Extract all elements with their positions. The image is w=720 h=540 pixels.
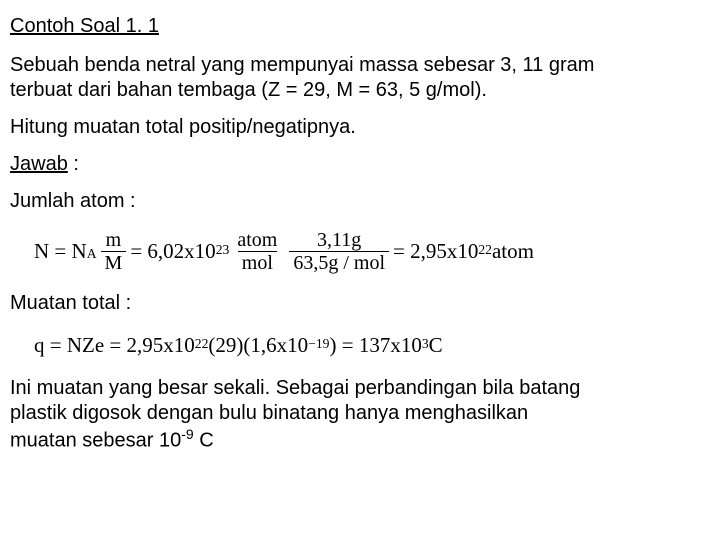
total-charge-label: Muatan total : — [10, 291, 710, 316]
eq2-b: (29)(1,6x10 — [208, 332, 308, 358]
concl-line1: Ini muatan yang besar sekali. Sebagai pe… — [10, 377, 580, 399]
equation-total-charge: q = NZe = 2,95x1022 (29)(1,6x10−19 ) = 1… — [10, 328, 710, 362]
eq2-pm19: −19 — [308, 335, 329, 352]
eq1-frac-mM-den: M — [101, 251, 127, 273]
eq1-frac-unit-den: mol — [238, 251, 277, 273]
answer-heading: Jawab : — [10, 152, 710, 177]
concl-line2: plastik digosok dengan bulu binatang han… — [10, 402, 528, 424]
eq1-frac-val-den: 63,5g / mol — [289, 251, 389, 273]
eq2-p3: 3 — [422, 335, 429, 352]
eq2-a: q = NZe = 2,95x10 — [34, 332, 195, 358]
eq1-frac-unit-num: atom — [233, 230, 281, 251]
eq1-frac-mM-num: m — [102, 230, 126, 251]
equation-atom-count: N = NA m M = 6,02x1023 atom mol 3,11g 63… — [10, 226, 710, 277]
eq1-frac-val-num: 3,11g — [313, 230, 365, 251]
eq1-frac-val: 3,11g 63,5g / mol — [289, 230, 389, 273]
problem-text-line2: terbuat dari bahan tembaga (Z = 29, M = … — [10, 79, 487, 101]
problem-statement: Sebuah benda netral yang mempunyai massa… — [10, 53, 710, 103]
problem-question: Hitung muatan total positip/negatipnya. — [10, 115, 710, 140]
eq1-frac-unit: atom mol — [233, 230, 281, 273]
conclusion: Ini muatan yang besar sekali. Sebagai pe… — [10, 376, 710, 454]
concl-line3a: muatan sebesar 10 — [10, 430, 181, 452]
eq1-eq2: = 2,95x10 — [393, 238, 478, 264]
problem-text-line1: Sebuah benda netral yang mempunyai massa… — [10, 54, 594, 76]
eq2-p22: 22 — [195, 335, 209, 352]
answer-label: Jawab — [10, 153, 68, 175]
eq1-lhs: N = N — [34, 238, 87, 264]
eq1-p22: 22 — [478, 241, 492, 258]
document-page: Contoh Soal 1. 1 Sebuah benda netral yan… — [0, 0, 720, 464]
eq1-p23: 23 — [216, 241, 230, 258]
atom-count-label: Jumlah atom : — [10, 189, 710, 214]
answer-colon: : — [68, 153, 79, 175]
eq2-c: ) = 137x10 — [329, 332, 421, 358]
eq1-eq1: = 6,02x10 — [130, 238, 215, 264]
concl-line3b: C — [194, 430, 214, 452]
eq1-frac-mM: m M — [101, 230, 127, 273]
eq1-subA: A — [87, 245, 97, 262]
eq1-tail: atom — [492, 238, 534, 264]
example-title: Contoh Soal 1. 1 — [10, 14, 710, 39]
concl-exp: -9 — [181, 426, 193, 442]
eq2-d: C — [429, 332, 443, 358]
